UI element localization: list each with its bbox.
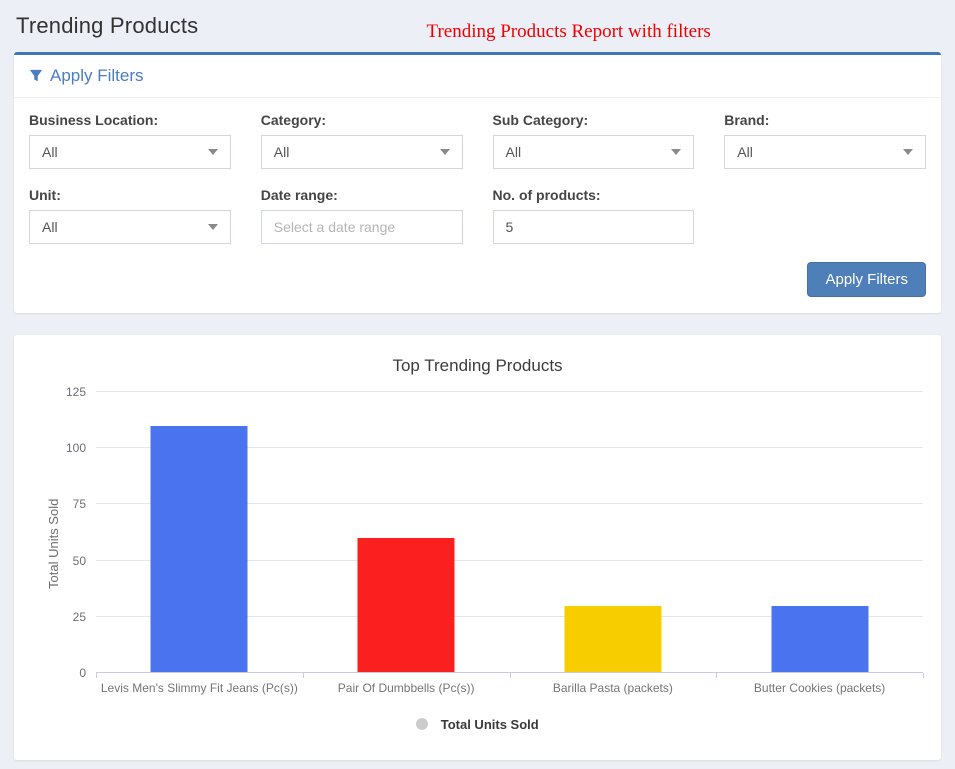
x-axis-tick: [716, 673, 718, 678]
unit-label: Unit:: [29, 187, 61, 203]
y-tick-label: 75: [72, 497, 86, 512]
apply-filters-label: Apply Filters: [50, 66, 144, 85]
chart-bar-2[interactable]: [564, 605, 662, 673]
y-tick-label: 0: [79, 666, 86, 680]
field-business-location: Business Location: All: [29, 112, 231, 169]
date-range-label: Date range:: [260, 187, 338, 203]
filter-card: Apply Filters Business Location: All Cat…: [14, 52, 941, 313]
chart-title: Top Trending Products: [392, 356, 563, 375]
plot-area: 0 25 50 75 100 125: [66, 385, 924, 680]
sub-category-label: Sub Category:: [492, 112, 589, 128]
chart-bar-0[interactable]: [150, 425, 248, 673]
caret-down-icon: [207, 149, 218, 155]
x-axis-labels: Levis Men's Slimmy Fit Jeans (Pc(s)) Pair…: [96, 681, 923, 695]
gridline-125: [96, 391, 923, 392]
chart-card: Top Trending Products Total Units Sold 0…: [14, 335, 941, 760]
filter-footer: Apply Filters: [14, 248, 941, 313]
x-axis-tick: [96, 673, 97, 678]
x-axis-tick: [509, 673, 511, 678]
y-tick-label: 50: [72, 553, 86, 568]
apply-filters-toggle[interactable]: Apply Filters: [14, 55, 941, 98]
x-category-label: Levis Men's Slimmy Fit Jeans (Pc(s)): [100, 681, 298, 695]
brand-value: All: [737, 144, 753, 160]
page-header: Trending Products Trending Products Repo…: [0, 0, 955, 52]
category-value: All: [273, 144, 290, 160]
num-products-label: No. of products:: [492, 187, 601, 203]
business-location-value: All: [42, 144, 58, 160]
category-select[interactable]: All: [260, 135, 463, 169]
field-category: Category: All: [260, 112, 463, 169]
gridline-25: [96, 615, 923, 617]
sub-category-value: All: [505, 144, 522, 160]
num-products-input[interactable]: [492, 210, 695, 244]
business-location-label: Business Location:: [29, 112, 159, 128]
y-tick-label: 100: [65, 441, 86, 456]
gridline-50: [96, 559, 923, 561]
business-location-select[interactable]: All: [29, 135, 231, 169]
unit-select[interactable]: All: [29, 210, 231, 244]
x-axis-tick: [923, 673, 924, 678]
chart-bar-1[interactable]: [357, 538, 455, 673]
brand-label: Brand:: [724, 112, 770, 128]
x-category-label: Pair Of Dumbbells (Pc(s)): [337, 681, 475, 695]
legend-label: Total Units Sold: [440, 717, 539, 732]
annotation-wrap: Trending Products Report with filters: [198, 13, 939, 43]
x-category-label: Barilla Pasta (packets): [552, 681, 673, 695]
gridline-75: [96, 503, 923, 505]
category-label: Category:: [260, 112, 327, 128]
y-tick-label: 125: [65, 385, 86, 399]
filter-funnel-icon: [29, 69, 43, 83]
brand-select[interactable]: All: [724, 135, 926, 169]
field-sub-category: Sub Category: All: [492, 112, 695, 169]
page-annotation: Trending Products Report with filters: [426, 21, 711, 42]
chart-bar-3[interactable]: [771, 605, 869, 673]
filter-body: Business Location: All Category: All Sub…: [14, 98, 941, 248]
field-date-range: Date range:: [260, 187, 463, 244]
caret-down-icon: [671, 149, 682, 155]
y-axis-title: Total Units Sold: [46, 498, 61, 589]
apply-filters-button[interactable]: Apply Filters: [807, 262, 926, 297]
page-title: Trending Products: [16, 13, 199, 38]
sub-category-select[interactable]: All: [492, 135, 695, 169]
chart-legend: Total Units Sold: [24, 716, 931, 734]
field-spacer: [724, 187, 926, 244]
bar-chart: Total Units Sold 0 25 50 75 100 125 Levis Men…: [46, 385, 924, 695]
x-axis-tick: [302, 673, 304, 678]
x-category-label: Butter Cookies (packets): [753, 681, 886, 695]
y-tick-label: 25: [72, 609, 86, 624]
legend-marker: [416, 718, 429, 730]
field-unit: Unit: All: [29, 187, 231, 244]
caret-down-icon: [207, 224, 218, 230]
field-num-products: No. of products:: [492, 187, 695, 244]
caret-down-icon: [903, 149, 913, 155]
gridline-0: [96, 672, 923, 673]
field-brand: Brand: All: [724, 112, 926, 169]
caret-down-icon: [439, 149, 450, 155]
unit-value: All: [42, 219, 58, 235]
date-range-input[interactable]: [260, 210, 463, 244]
gridline-100: [96, 447, 923, 449]
